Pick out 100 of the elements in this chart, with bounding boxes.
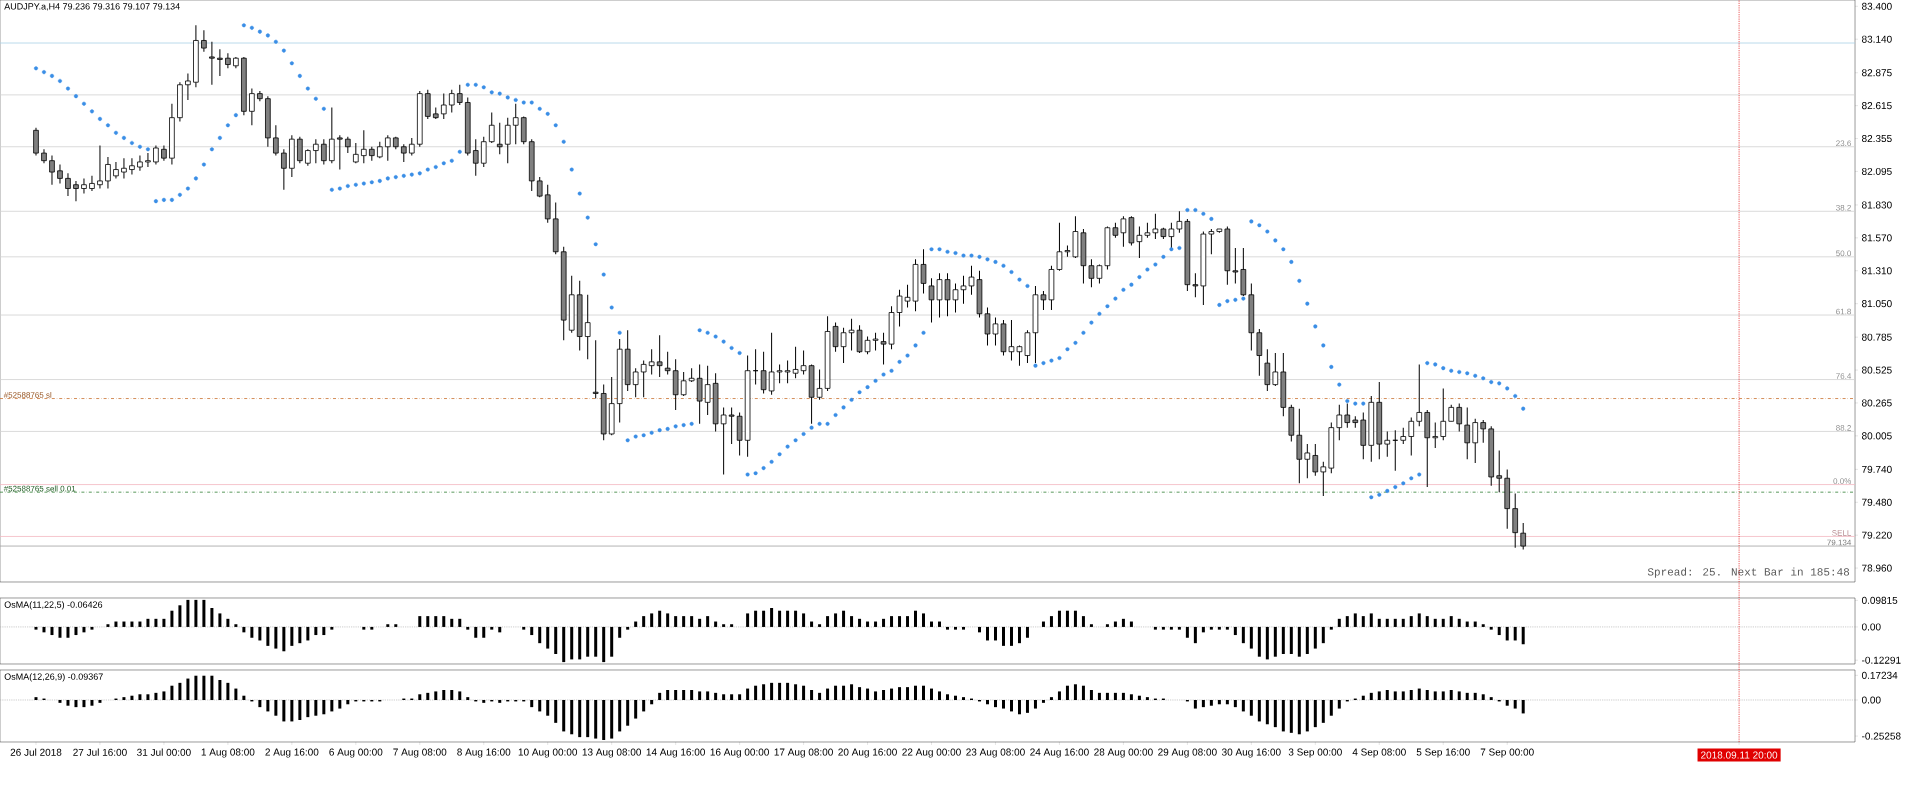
bar xyxy=(1161,626,1165,630)
bar xyxy=(954,626,957,630)
candlestick xyxy=(81,177,87,195)
candlestick xyxy=(1232,247,1239,284)
bar xyxy=(1305,626,1309,654)
bar xyxy=(1497,626,1501,636)
candlestick xyxy=(1432,422,1439,449)
bar xyxy=(1337,699,1341,709)
candlestick xyxy=(440,93,447,120)
annotation: Spread: 25. Next Bar in 185:48 xyxy=(1647,567,1850,578)
x-tick-label: 31 Jul 00:00 xyxy=(137,748,191,756)
y-tick-label: 79.220 xyxy=(1862,531,1892,539)
bar xyxy=(1385,618,1389,627)
candlestick xyxy=(704,365,711,416)
bar xyxy=(122,697,126,700)
bar xyxy=(794,610,798,627)
bar xyxy=(985,626,989,641)
y-tick-label: 80.265 xyxy=(1862,399,1892,407)
bar xyxy=(1193,626,1197,644)
bar xyxy=(1201,699,1205,708)
candlestick xyxy=(1064,244,1071,258)
chart-title: AUDJPY.a,H4 79.236 79.316 79.107 79.134 xyxy=(4,3,180,11)
annotation: 88.2 xyxy=(1836,425,1851,431)
x-tick-label: 1 Aug 08:00 xyxy=(201,748,255,758)
bar xyxy=(866,621,870,627)
bar xyxy=(930,621,934,627)
candlestick xyxy=(1088,258,1095,288)
bar xyxy=(977,626,981,633)
bar xyxy=(1289,626,1293,654)
bar xyxy=(338,699,342,709)
x-tick-label: 28 Aug 00:00 xyxy=(1094,748,1153,758)
bar xyxy=(458,691,462,700)
x-tick-label: 22 Aug 00:00 xyxy=(902,748,961,758)
candlestick xyxy=(1416,363,1423,427)
candlestick xyxy=(800,349,807,375)
y-tick-label: 81.050 xyxy=(1862,300,1892,308)
candlestick xyxy=(648,348,655,375)
bar xyxy=(1145,697,1149,700)
bar xyxy=(842,610,846,627)
candlestick xyxy=(760,351,767,394)
bar xyxy=(914,685,918,700)
bar xyxy=(962,626,965,630)
x-tick-label: 7 Aug 08:00 xyxy=(393,748,447,758)
bar xyxy=(242,695,246,700)
candlestick xyxy=(129,157,135,176)
bar xyxy=(1465,621,1469,627)
candlestick xyxy=(201,29,207,53)
bar xyxy=(1257,626,1261,657)
candlestick xyxy=(57,163,63,184)
y-tick-label: 0.00 xyxy=(1861,696,1881,704)
candlestick xyxy=(49,155,55,186)
candlestick xyxy=(321,138,327,165)
bar xyxy=(1473,692,1477,700)
x-tick-label: 26 Jul 2018 xyxy=(10,748,62,756)
candlestick xyxy=(496,122,503,155)
bar xyxy=(850,616,854,627)
x-tick-label: 20 Aug 16:00 xyxy=(838,748,897,758)
candlestick xyxy=(488,112,495,144)
bar xyxy=(546,626,550,649)
candlestick xyxy=(1408,417,1415,456)
bar xyxy=(1385,689,1389,700)
bar xyxy=(226,682,230,700)
chart-title: OsMA(11,22,5) -0.06426 xyxy=(4,601,103,610)
bar xyxy=(98,699,102,703)
bar xyxy=(914,610,918,627)
bar xyxy=(1361,695,1365,700)
bar xyxy=(834,613,838,627)
bar xyxy=(1513,626,1517,641)
candlestick xyxy=(504,117,511,164)
candlestick xyxy=(856,324,863,354)
bar xyxy=(1505,699,1509,706)
bar xyxy=(722,624,726,627)
bar xyxy=(42,626,46,633)
bar xyxy=(993,699,997,708)
bar xyxy=(1265,626,1269,660)
bar xyxy=(1281,626,1285,654)
bar xyxy=(730,694,734,700)
bar xyxy=(882,689,886,700)
bar xyxy=(1345,616,1349,627)
candlestick xyxy=(121,157,127,179)
bar xyxy=(258,699,262,708)
candlestick xyxy=(840,327,847,364)
bar xyxy=(562,699,566,732)
bar xyxy=(418,694,422,700)
y-tick-label: 82.095 xyxy=(1862,167,1892,175)
candlestick xyxy=(832,322,839,353)
bar xyxy=(1393,618,1397,627)
bar xyxy=(938,691,942,700)
bar xyxy=(1081,685,1085,700)
bar xyxy=(1249,699,1253,716)
bar xyxy=(594,699,598,739)
bar xyxy=(122,621,126,627)
bar xyxy=(698,691,702,700)
bar xyxy=(154,618,158,627)
bar xyxy=(1129,694,1133,700)
bar xyxy=(298,626,302,644)
bar xyxy=(1289,699,1293,733)
bar xyxy=(1225,626,1229,630)
bar xyxy=(858,687,862,700)
candlestick xyxy=(1344,403,1351,429)
